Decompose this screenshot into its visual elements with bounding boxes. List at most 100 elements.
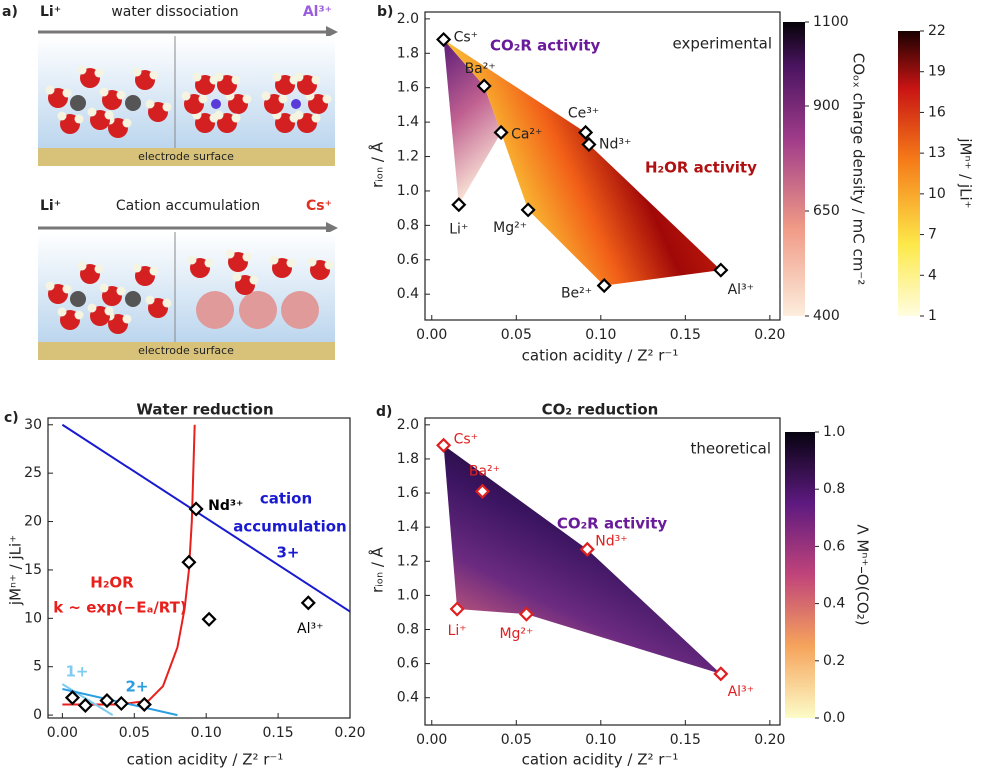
x-tick-label: 0.05: [501, 327, 532, 343]
y-tick-label: 15: [24, 562, 42, 578]
plot-frame: [424, 11, 781, 321]
data-point: [449, 601, 465, 617]
x-tick-label: 0.15: [670, 732, 701, 748]
y-tick-label: 25: [24, 465, 42, 481]
y-tick-label: 0.6: [397, 656, 419, 672]
annotation: H₂OR activity: [645, 159, 757, 177]
hydrogen: [99, 283, 109, 293]
electrode: [38, 148, 335, 166]
point-label: Cs⁺: [454, 30, 478, 46]
x-tick-label: 0.00: [416, 732, 447, 748]
point-label: Al³⁺: [297, 621, 323, 637]
colorbar-tick-label: 0.8: [823, 481, 845, 497]
colorbar-tick-label: 0.2: [823, 653, 845, 669]
hydrogen: [187, 255, 197, 265]
annotation: 3+: [276, 544, 299, 562]
annotation: cation: [260, 490, 312, 508]
y-tick-label: 0.6: [397, 252, 419, 268]
cation: [281, 291, 319, 329]
point-label: Li⁺: [449, 222, 468, 238]
point-label: Mg²⁺: [493, 220, 527, 236]
colorbar-tick-label: 19: [928, 64, 946, 80]
process-label: Cation accumulation: [116, 198, 260, 214]
activity-region: [443, 39, 502, 205]
annotation: CO₂R activity: [490, 37, 601, 55]
ion-label: Al³⁺: [303, 4, 332, 20]
hydrogen: [87, 107, 97, 117]
y-tick-label: 0.8: [397, 217, 419, 233]
hydrogen: [209, 113, 219, 123]
y-axis-label: rᵢₒₙ / Å: [368, 141, 387, 188]
chart-title: CO₂ reduction: [542, 401, 659, 419]
point-label: Ba²⁺: [465, 61, 496, 77]
y-tick-label: 30: [24, 417, 42, 433]
x-tick-label: 0.15: [263, 725, 294, 741]
hydrogen: [278, 94, 288, 104]
hydrogen: [214, 72, 224, 82]
y-tick-label: 0.4: [397, 286, 419, 302]
hydrogen: [272, 72, 282, 82]
colorbar: [785, 432, 815, 718]
data-point: [436, 437, 452, 453]
point-label: Li⁺: [448, 623, 467, 639]
fit-line: [61, 423, 350, 613]
y-tick-label: 1.2: [397, 553, 419, 569]
data-point: [579, 541, 595, 557]
y-tick-label: 2.0: [397, 11, 419, 27]
data-point: [581, 136, 597, 153]
x-tick-label: 0.20: [754, 327, 785, 343]
x-tick-label: 0.20: [334, 725, 365, 741]
hydrogen: [181, 91, 191, 101]
data-point: [493, 124, 509, 141]
colorbar-label: Λ Mⁿ⁺–O(CO₂): [854, 524, 872, 625]
data-point: [77, 697, 93, 713]
electrode: [38, 342, 335, 360]
hydrogen: [162, 102, 172, 112]
point-label: Ca²⁺: [511, 126, 542, 142]
panel-label: c): [4, 410, 19, 426]
colorbar-label: jMⁿ⁺ / jLi⁺: [957, 137, 975, 208]
hydrogen: [231, 75, 241, 85]
annotation: H₂OR: [90, 574, 134, 592]
hydrogen: [57, 111, 67, 121]
data-point: [300, 595, 316, 611]
annotation: 1+: [65, 663, 88, 681]
x-axis-label: cation acidity / Z² r⁻¹: [522, 751, 679, 769]
electrolyte: [38, 232, 335, 342]
hydrogen: [45, 85, 55, 95]
hydrogen: [77, 261, 87, 271]
hydrogen: [324, 260, 334, 270]
data-point: [596, 278, 612, 294]
annotation: 2+: [125, 678, 148, 696]
ion-label: Cs⁺: [306, 198, 332, 214]
y-tick-label: 1.8: [397, 451, 419, 467]
colorbar-tick-label: 900: [813, 98, 840, 114]
y-tick-label: 1.6: [397, 80, 419, 96]
y-tick-label: 1.4: [397, 114, 419, 130]
hydrogen: [122, 314, 132, 324]
annotation: CO₂R activity: [557, 515, 668, 533]
colorbar-tick-label: 0.6: [823, 538, 845, 554]
hydrogen: [145, 295, 155, 305]
ion-label: Li⁺: [40, 4, 61, 20]
y-tick-label: 1.0: [397, 587, 419, 603]
hydrogen: [249, 275, 259, 285]
activity-region: [443, 445, 721, 674]
hydrogen: [149, 70, 159, 80]
plot-frame: [47, 417, 351, 719]
data-point: [188, 501, 204, 517]
colorbar-tick-label: 650: [813, 203, 840, 219]
hydrogen: [132, 67, 142, 77]
y-tick-label: 0.4: [397, 690, 419, 706]
point-label: Mg²⁺: [499, 626, 533, 642]
hydrogen: [204, 258, 214, 268]
point-label: Ba²⁺: [469, 463, 500, 479]
colorbar-tick-label: 1100: [813, 14, 849, 30]
annotation: theoretical: [690, 440, 771, 458]
hydrogen: [94, 264, 104, 274]
hydrogen: [104, 110, 114, 120]
process-label: water dissociation: [111, 4, 238, 20]
hydrogen: [57, 307, 67, 317]
hydrogen: [132, 263, 142, 273]
